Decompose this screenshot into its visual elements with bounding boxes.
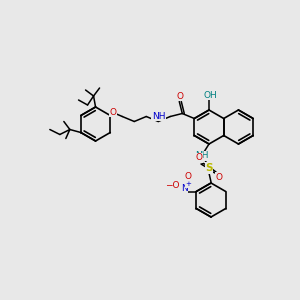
Text: NH: NH [152,112,165,121]
Text: N: N [181,184,188,193]
Text: O: O [110,108,117,117]
Text: O: O [215,172,223,182]
Text: NH: NH [195,152,209,160]
Text: −O: −O [165,181,179,190]
Text: O: O [185,172,192,181]
Text: O: O [196,154,202,163]
Text: OH: OH [203,91,217,100]
Text: O: O [177,92,184,101]
Text: +: + [185,182,191,188]
Text: S: S [205,163,213,173]
